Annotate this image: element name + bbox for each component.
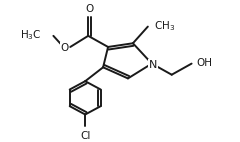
Text: OH: OH <box>197 58 213 68</box>
Text: H$_3$C: H$_3$C <box>20 28 42 42</box>
Text: O: O <box>85 4 93 14</box>
Text: CH$_3$: CH$_3$ <box>154 19 175 33</box>
Text: N: N <box>149 59 157 70</box>
Text: Cl: Cl <box>80 131 90 141</box>
Text: O: O <box>60 43 68 53</box>
